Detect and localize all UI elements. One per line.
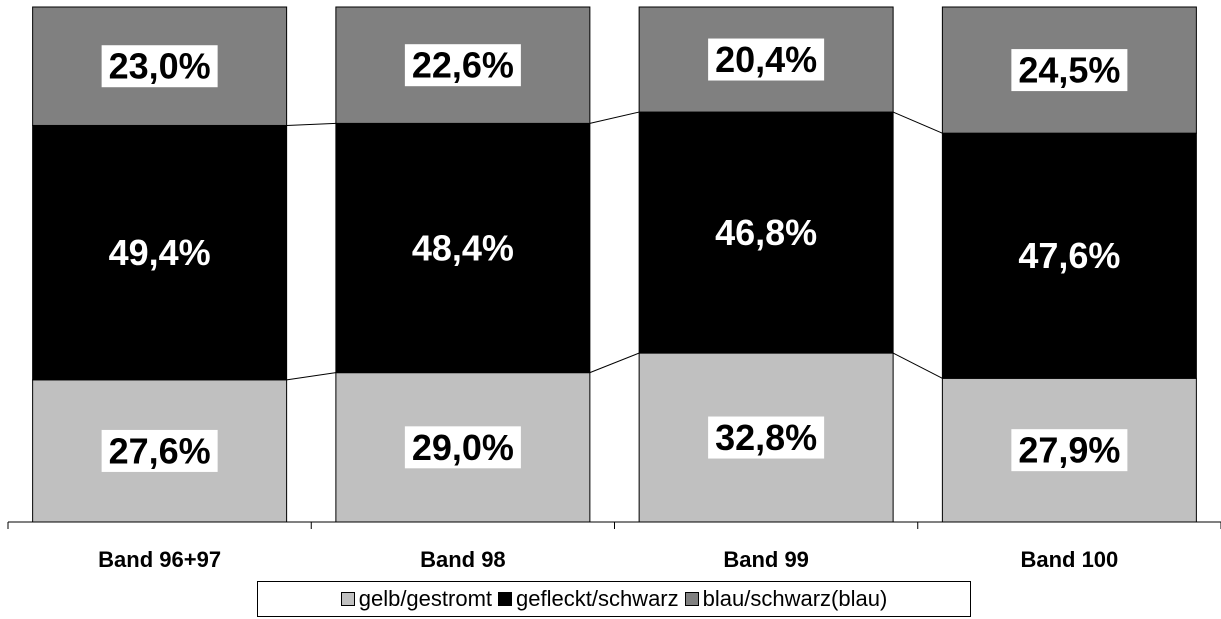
data-label-bg-gelb-gestromt-band-99 (708, 416, 825, 459)
data-label-bg-gelb-gestromt-band-100 (1011, 429, 1128, 472)
legend: gelb/gestromt gefleckt/schwarz blau/schwar… (257, 581, 971, 617)
series-line (892, 352, 943, 379)
data-label-gelb-gestromt-band-100: 27,9% (1018, 430, 1120, 471)
series-line (892, 111, 943, 134)
data-label-blau-schwarz-blau-band-98: 22,6% (412, 45, 514, 86)
data-label-gelb-gestromt-band-96-97: 27,6% (109, 430, 211, 471)
data-label-bg-blau-schwarz-blau-band-99 (708, 38, 825, 81)
bar-segment-gefleckt-schwarz-band-98 (335, 122, 591, 374)
data-label-gefleckt-schwarz-band-96-97: 49,4% (109, 232, 211, 273)
legend-item-blau-schwarz-blau: blau/schwarz(blau) (684, 586, 888, 612)
category-label-band-99: Band 99 (723, 547, 809, 572)
legend-swatch (498, 592, 513, 606)
data-label-blau-schwarz-blau-band-99: 20,4% (715, 39, 817, 80)
legend-swatch (684, 592, 699, 606)
stacked-bar-chart: Band 96+97 Band 98 Band 99 Band 100 27,6% 49… (7, 6, 1221, 572)
data-label-gefleckt-schwarz-band-99: 46,8% (715, 212, 817, 253)
data-label-blau-schwarz-blau-band-96-97: 23,0% (109, 46, 211, 87)
data-label-bg-blau-schwarz-blau-band-96-97 (101, 45, 218, 88)
category-label-band-96-97: Band 96+97 (98, 547, 221, 572)
data-label-bg-gelb-gestromt-band-98 (404, 426, 521, 469)
legend-item-gelb-gestromt: gelb/gestromt (340, 586, 493, 612)
legend-swatch (340, 592, 355, 606)
legend-label: gefleckt/schwarz (516, 586, 679, 611)
legend-label: gelb/gestromt (358, 586, 493, 611)
bar-segment-gefleckt-schwarz-band-99 (638, 111, 894, 354)
data-label-gelb-gestromt-band-98: 29,0% (412, 427, 514, 468)
legend-label: blau/schwarz(blau) (702, 586, 888, 611)
bar-segment-gefleckt-schwarz-band-100 (941, 132, 1197, 379)
series-line (589, 111, 640, 124)
data-label-gelb-gestromt-band-99: 32,8% (715, 417, 817, 458)
data-label-gefleckt-schwarz-band-98: 48,4% (412, 228, 514, 269)
data-label-bg-blau-schwarz-blau-band-100 (1011, 49, 1128, 92)
category-label-band-100: Band 100 (1020, 547, 1118, 572)
series-line (286, 372, 336, 381)
series-line (589, 352, 640, 374)
bar-segment-gefleckt-schwarz-band-96-97 (32, 124, 288, 381)
legend-item-gefleckt-schwarz: gefleckt/schwarz (498, 586, 679, 612)
data-label-gefleckt-schwarz-band-100: 47,6% (1018, 235, 1120, 276)
data-label-bg-blau-schwarz-blau-band-98 (404, 44, 521, 87)
category-label-band-98: Band 98 (420, 547, 506, 572)
bars-layer (32, 6, 1197, 523)
series-lines-layer (286, 111, 943, 381)
data-labels-layer: 27,6% 49,4% 23,0% 29,0% 48,4% 22,6% 32,8% 46,8%… (101, 38, 1128, 472)
series-line (286, 122, 336, 126)
x-axis: Band 96+97 Band 98 Band 99 Band 100 (7, 521, 1221, 572)
data-label-blau-schwarz-blau-band-100: 24,5% (1018, 50, 1120, 91)
data-label-bg-gelb-gestromt-band-96-97 (101, 429, 218, 472)
